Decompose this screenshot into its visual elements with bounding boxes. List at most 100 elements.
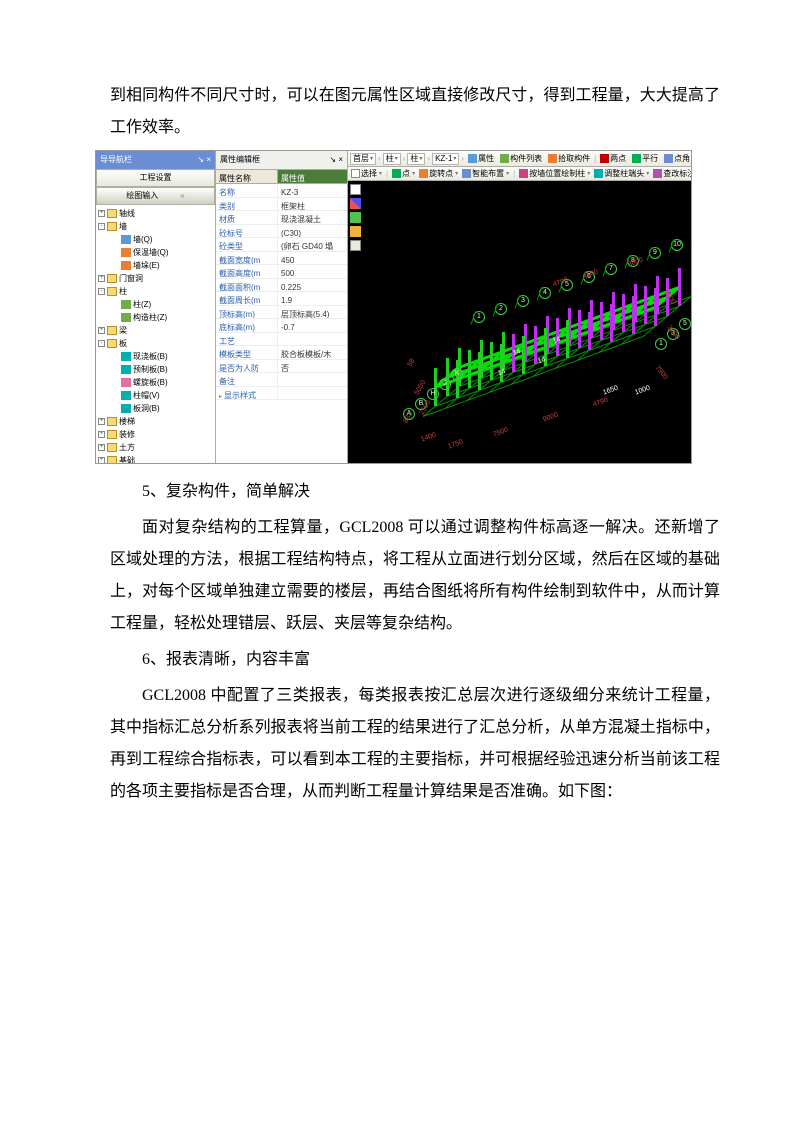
toolbar-pointangle[interactable]: 点角 [662, 153, 691, 165]
prop-value[interactable]: 框架柱 [278, 198, 347, 211]
prop-name: 底标高(m) [216, 319, 278, 332]
property-row[interactable]: 砼类型(卵石 GD40 塌 [216, 238, 347, 252]
toolbar-twopoints[interactable]: 两点 [598, 153, 628, 165]
crumb-component[interactable]: KZ-1 [432, 153, 459, 165]
property-row[interactable]: 名称KZ-3 [216, 184, 347, 198]
select-icon [351, 169, 360, 178]
property-row[interactable]: 截面高度(m500 [216, 265, 347, 279]
property-row[interactable]: 砼标号(C30) [216, 225, 347, 239]
property-pin-icon[interactable]: ↘ × [329, 152, 343, 168]
grid-letter: J [439, 378, 451, 390]
tree-item[interactable]: +轴线 [96, 207, 215, 220]
prop-value[interactable]: -0.7 [278, 319, 347, 332]
view-zoom-icon[interactable] [350, 212, 361, 223]
prop-value[interactable]: 0.225 [278, 279, 347, 292]
prop-name: 备注 [216, 373, 278, 386]
property-row[interactable]: 顶标高(m)层顶标高(5.4) [216, 306, 347, 320]
property-row[interactable]: 截面面积(m0.225 [216, 279, 347, 293]
toolbar-component-list[interactable]: 构件列表 [498, 153, 544, 165]
prop-value[interactable]: 否 [278, 360, 347, 373]
prop-name: 显示样式 [216, 387, 278, 400]
nav-title: 导导航栏 [100, 152, 132, 168]
component-tree[interactable]: +轴线-墙墙(Q)保温墙(Q)墙垛(E)+门窗洞-柱柱(Z)构造柱(Z)+梁-板… [96, 205, 215, 463]
prop-value[interactable]: 1.9 [278, 292, 347, 305]
tool-adjust-end[interactable]: 调整柱端头 [594, 167, 649, 181]
prop-value[interactable]: 现浇混凝土 [278, 211, 347, 224]
crumb-floor[interactable]: 首层 [350, 153, 376, 165]
crumb-type2[interactable]: 柱 [407, 153, 425, 165]
grid-letter: K [451, 368, 463, 380]
prop-value[interactable] [278, 333, 347, 346]
main-view: 首层 › 柱 › 柱 › KZ-1 › 属性 构件列表 拾取构件 | 两点 平行… [348, 151, 691, 463]
tool-draw-by-wall[interactable]: 按墙位置绘制柱 [519, 167, 590, 181]
prop-value[interactable]: 层顶标高(5.4) [278, 306, 347, 319]
toolbar-parallel[interactable]: 平行 [630, 153, 660, 165]
crumb-type1[interactable]: 柱 [383, 153, 401, 165]
tool-check-annot[interactable]: 查改标注 [653, 167, 691, 181]
tool-select[interactable]: 选择 [351, 167, 382, 181]
tree-icon [121, 378, 131, 387]
property-row[interactable]: 截面宽度(m450 [216, 252, 347, 266]
tree-item[interactable]: +楼梯 [96, 415, 215, 428]
adjust-icon [594, 169, 603, 178]
app-screenshot: 导导航栏 ↘ × 工程设置 绘图输入 « +轴线-墙墙(Q)保温墙(Q)墙垛(E… [95, 150, 692, 464]
tree-label: 墙 [119, 219, 127, 235]
prop-value[interactable]: 500 [278, 265, 347, 278]
tree-icon [107, 209, 117, 218]
tree-item[interactable]: 墙垛(E) [96, 259, 215, 272]
prop-value[interactable]: (C30) [278, 225, 347, 238]
dimension-label: 1000 [633, 382, 652, 400]
prop-name: 类别 [216, 198, 278, 211]
tree-item[interactable]: +门窗洞 [96, 272, 215, 285]
tool-smart[interactable]: 智能布置 [462, 167, 509, 181]
property-row[interactable]: 类别框架柱 [216, 198, 347, 212]
tab-drawing-input[interactable]: 绘图输入 « [96, 187, 215, 205]
tree-item[interactable]: +土方 [96, 441, 215, 454]
prop-value[interactable]: 胶合板模板/木 [278, 346, 347, 359]
prop-header-value: 属性值 [278, 170, 347, 183]
prop-name: 材质 [216, 211, 278, 224]
view-arrow-icon[interactable] [350, 184, 361, 195]
property-row[interactable]: 显示样式 [216, 387, 347, 401]
tree-icon [107, 339, 117, 348]
pick-icon [548, 154, 557, 163]
property-row[interactable]: 备注 [216, 373, 347, 387]
property-row[interactable]: 底标高(m)-0.7 [216, 319, 347, 333]
prop-value[interactable] [278, 373, 347, 386]
view-pan-icon[interactable] [350, 226, 361, 237]
tool-rotate[interactable]: 旋转点 [419, 167, 458, 181]
tree-item[interactable]: +基础 [96, 454, 215, 463]
tree-item[interactable]: 板洞(B) [96, 402, 215, 415]
property-row[interactable]: 工艺 [216, 333, 347, 347]
toolbar-properties[interactable]: 属性 [466, 153, 496, 165]
tab-project-settings[interactable]: 工程设置 [96, 169, 215, 187]
section6-heading: 6、报表清晰，内容丰富 [110, 644, 720, 676]
tree-icon [107, 287, 117, 296]
toolbar-pick[interactable]: 拾取构件 [546, 153, 592, 165]
prop-value[interactable]: 450 [278, 252, 347, 265]
tree-item[interactable]: +梁 [96, 324, 215, 337]
prop-value[interactable]: (卵石 GD40 塌 [278, 238, 347, 251]
property-row[interactable]: 是否为人防否 [216, 360, 347, 374]
view-more-icon[interactable] [350, 240, 361, 251]
tree-item[interactable]: +装修 [96, 428, 215, 441]
prop-name: 截面面积(m [216, 279, 278, 292]
properties-icon [468, 154, 477, 163]
prop-value[interactable] [278, 387, 347, 400]
tree-label: 基础 [119, 453, 135, 464]
nav-panel: 导导航栏 ↘ × 工程设置 绘图输入 « +轴线-墙墙(Q)保温墙(Q)墙垛(E… [96, 151, 216, 463]
property-row[interactable]: 材质现浇混凝土 [216, 211, 347, 225]
property-row[interactable]: 模板类型胶合板模板/木 [216, 346, 347, 360]
tree-icon [107, 417, 117, 426]
view-cube-icon[interactable] [350, 198, 361, 209]
tree-item[interactable]: -柱 [96, 285, 215, 298]
tool-point[interactable]: 点 [392, 167, 415, 181]
nav-pin-icon[interactable]: ↘ × [197, 152, 211, 168]
prop-value[interactable]: KZ-3 [278, 184, 347, 197]
tree-icon [121, 248, 131, 257]
tree-item[interactable]: 构造柱(Z) [96, 311, 215, 324]
model-viewport[interactable]: 1234567891011KJHBA1356747904500300015003… [348, 181, 691, 463]
tree-item[interactable]: -墙 [96, 220, 215, 233]
dimension-label: 1400 [419, 429, 438, 447]
property-row[interactable]: 截面周长(m1.9 [216, 292, 347, 306]
